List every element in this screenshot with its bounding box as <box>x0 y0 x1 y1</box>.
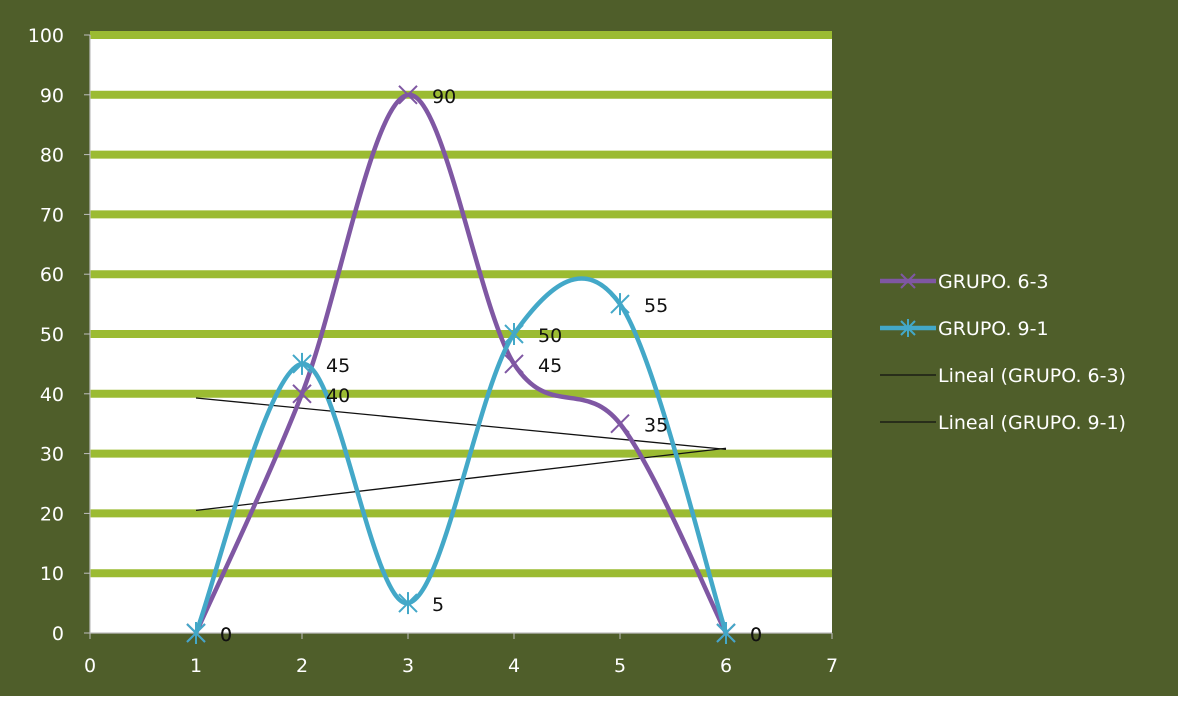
data-point-marker <box>716 622 736 644</box>
series-line <box>193 92 729 636</box>
data-label: 45 <box>538 355 562 377</box>
data-label: 35 <box>644 415 668 437</box>
data-point-marker <box>610 293 630 316</box>
data-point-marker <box>398 85 418 105</box>
x-tick-label: 5 <box>614 655 626 677</box>
data-point-marker <box>292 352 312 375</box>
data-point-marker <box>900 319 916 337</box>
x-tick-label: 7 <box>826 655 838 677</box>
y-tick-label: 0 <box>52 623 64 645</box>
data-label: 50 <box>538 325 562 347</box>
data-label: 90 <box>432 86 456 108</box>
series-layer <box>186 85 736 644</box>
legend-item: Lineal (GRUPO. 9-1) <box>880 412 1126 434</box>
x-tick-label: 2 <box>296 655 308 677</box>
series-line <box>193 276 729 636</box>
trendline <box>195 397 727 451</box>
data-point-marker <box>504 323 524 345</box>
data-point-marker <box>610 413 630 434</box>
x-tick-label: 6 <box>720 655 732 677</box>
data-point-marker <box>398 592 418 615</box>
x-tick-label: 4 <box>508 655 520 677</box>
y-tick-label: 30 <box>40 444 64 466</box>
legend-item: Lineal (GRUPO. 6-3) <box>880 365 1126 387</box>
y-tick-label: 40 <box>40 384 64 406</box>
data-point-marker <box>186 622 206 644</box>
legend-item: GRUPO. 9-1 <box>880 318 1049 340</box>
data-label: 0 <box>220 624 232 646</box>
x-tick-label: 3 <box>402 655 414 677</box>
y-tick-label: 60 <box>40 264 64 286</box>
x-tick-label: 1 <box>190 655 202 677</box>
data-point-marker <box>292 384 312 404</box>
data-point-marker <box>504 354 524 374</box>
y-tick-label: 90 <box>40 85 64 107</box>
data-label: 5 <box>432 594 444 616</box>
x-tick-label: 0 <box>84 655 96 677</box>
data-label: 0 <box>750 624 762 646</box>
legend-label: Lineal (GRUPO. 9-1) <box>938 412 1126 434</box>
y-tick-label: 10 <box>40 563 64 585</box>
y-tick-label: 70 <box>40 204 64 226</box>
legend: GRUPO. 6-3 GRUPO. 9-1 Lineal (GRUPO. 6-3) L… <box>880 271 1126 434</box>
legend-label: GRUPO. 9-1 <box>938 318 1049 340</box>
data-label: 55 <box>644 295 668 317</box>
y-tick-label: 100 <box>28 25 64 47</box>
data-label: 40 <box>326 385 350 407</box>
legend-item: GRUPO. 6-3 <box>880 271 1049 293</box>
y-tick-label: 80 <box>40 145 64 167</box>
data-label: 0 <box>750 624 762 646</box>
legend-label: Lineal (GRUPO. 6-3) <box>938 365 1126 387</box>
data-label: 0 <box>220 624 232 646</box>
data-point-marker <box>900 273 916 289</box>
y-tick-label: 20 <box>40 503 64 525</box>
data-label: 45 <box>326 355 350 377</box>
y-tick-label: 50 <box>40 324 64 346</box>
legend-label: GRUPO. 6-3 <box>938 271 1049 293</box>
